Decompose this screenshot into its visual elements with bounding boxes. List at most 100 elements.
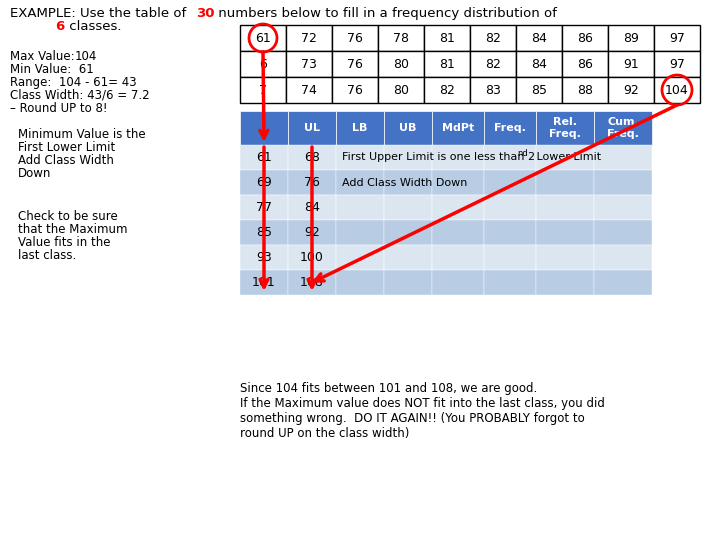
Text: Minimum Value is the: Minimum Value is the bbox=[18, 128, 145, 141]
Bar bbox=[384, 145, 432, 170]
Bar bbox=[484, 111, 536, 145]
Text: 91: 91 bbox=[623, 57, 639, 71]
Bar bbox=[384, 170, 432, 195]
Bar bbox=[336, 270, 384, 295]
Bar bbox=[378, 51, 424, 77]
Bar bbox=[594, 245, 652, 270]
Bar bbox=[562, 77, 608, 103]
Bar bbox=[424, 25, 470, 51]
Bar bbox=[484, 220, 536, 245]
Text: If the Maximum value does NOT fit into the last class, you did: If the Maximum value does NOT fit into t… bbox=[240, 397, 605, 410]
Text: 30: 30 bbox=[196, 7, 215, 20]
Text: First Lower Limit: First Lower Limit bbox=[18, 141, 115, 154]
Bar bbox=[336, 145, 384, 170]
Text: something wrong.  DO IT AGAIN!! (You PROBABLY forgot to: something wrong. DO IT AGAIN!! (You PROB… bbox=[240, 412, 585, 425]
Bar bbox=[516, 25, 562, 51]
Bar bbox=[332, 25, 378, 51]
Text: classes.: classes. bbox=[65, 20, 122, 33]
Text: last class.: last class. bbox=[18, 249, 76, 262]
Text: 78: 78 bbox=[393, 31, 409, 44]
Bar bbox=[516, 77, 562, 103]
Bar bbox=[240, 170, 288, 195]
Bar bbox=[384, 220, 432, 245]
Bar bbox=[484, 195, 536, 220]
Bar bbox=[384, 270, 432, 295]
Bar bbox=[432, 195, 484, 220]
Text: 108: 108 bbox=[300, 276, 324, 289]
Text: 84: 84 bbox=[531, 57, 547, 71]
Bar bbox=[240, 245, 288, 270]
Bar bbox=[536, 220, 594, 245]
Text: 6: 6 bbox=[55, 20, 64, 33]
Bar bbox=[336, 220, 384, 245]
Bar bbox=[286, 77, 332, 103]
Text: 85: 85 bbox=[256, 226, 272, 239]
Text: Min Value:: Min Value: bbox=[10, 63, 71, 76]
Text: 81: 81 bbox=[439, 57, 455, 71]
Text: 61: 61 bbox=[256, 151, 272, 164]
Text: 68: 68 bbox=[304, 151, 320, 164]
Bar bbox=[240, 25, 286, 51]
Text: 77: 77 bbox=[256, 201, 272, 214]
Bar bbox=[608, 77, 654, 103]
Text: 93: 93 bbox=[256, 251, 272, 264]
Bar bbox=[240, 220, 288, 245]
Text: LB: LB bbox=[352, 123, 368, 133]
Text: Range:  104 - 61= 43: Range: 104 - 61= 43 bbox=[10, 76, 137, 89]
Text: round UP on the class width): round UP on the class width) bbox=[240, 427, 410, 440]
Text: Add Class Width Down: Add Class Width Down bbox=[342, 178, 467, 187]
Text: 76: 76 bbox=[304, 176, 320, 189]
Bar bbox=[594, 270, 652, 295]
Bar bbox=[288, 195, 336, 220]
Bar bbox=[240, 111, 288, 145]
Text: 82: 82 bbox=[439, 84, 455, 97]
Bar bbox=[286, 25, 332, 51]
Text: 88: 88 bbox=[577, 84, 593, 97]
Text: 101: 101 bbox=[252, 276, 276, 289]
Text: numbers below to fill in a frequency distribution of: numbers below to fill in a frequency dis… bbox=[214, 7, 557, 20]
Text: 85: 85 bbox=[531, 84, 547, 97]
Bar bbox=[288, 270, 336, 295]
Bar bbox=[516, 51, 562, 77]
Bar bbox=[432, 111, 484, 145]
Text: 84: 84 bbox=[531, 31, 547, 44]
Bar bbox=[432, 245, 484, 270]
Text: Cum.
Freq.: Cum. Freq. bbox=[607, 117, 639, 139]
Text: Max Value:: Max Value: bbox=[10, 50, 75, 63]
Text: 80: 80 bbox=[393, 84, 409, 97]
Bar bbox=[288, 170, 336, 195]
Text: 72: 72 bbox=[301, 31, 317, 44]
Bar bbox=[654, 77, 700, 103]
Bar bbox=[336, 111, 384, 145]
Bar bbox=[594, 111, 652, 145]
Bar bbox=[424, 51, 470, 77]
Bar bbox=[536, 170, 594, 195]
Bar bbox=[432, 170, 484, 195]
Text: 84: 84 bbox=[304, 201, 320, 214]
Bar bbox=[536, 245, 594, 270]
Bar bbox=[288, 145, 336, 170]
Text: – Round UP to 8!: – Round UP to 8! bbox=[10, 102, 107, 115]
Text: 100: 100 bbox=[300, 251, 324, 264]
Text: 82: 82 bbox=[485, 31, 501, 44]
Bar bbox=[288, 111, 336, 145]
Bar bbox=[594, 145, 652, 170]
Bar bbox=[332, 77, 378, 103]
Text: Rel.
Freq.: Rel. Freq. bbox=[549, 117, 581, 139]
Text: 83: 83 bbox=[485, 84, 501, 97]
Bar bbox=[432, 220, 484, 245]
Bar bbox=[484, 245, 536, 270]
Text: Check to be sure: Check to be sure bbox=[18, 210, 118, 223]
Text: UL: UL bbox=[304, 123, 320, 133]
Text: Class Width: 43/6 = 7.2: Class Width: 43/6 = 7.2 bbox=[10, 89, 150, 102]
Bar bbox=[470, 25, 516, 51]
Bar bbox=[240, 145, 288, 170]
Bar bbox=[336, 170, 384, 195]
Text: 7: 7 bbox=[259, 84, 267, 97]
Text: EXAMPLE: Use the table of: EXAMPLE: Use the table of bbox=[10, 7, 191, 20]
Bar bbox=[336, 195, 384, 220]
Text: that the Maximum: that the Maximum bbox=[18, 223, 127, 236]
Bar bbox=[654, 25, 700, 51]
Text: 76: 76 bbox=[347, 57, 363, 71]
Text: 61: 61 bbox=[255, 31, 271, 44]
